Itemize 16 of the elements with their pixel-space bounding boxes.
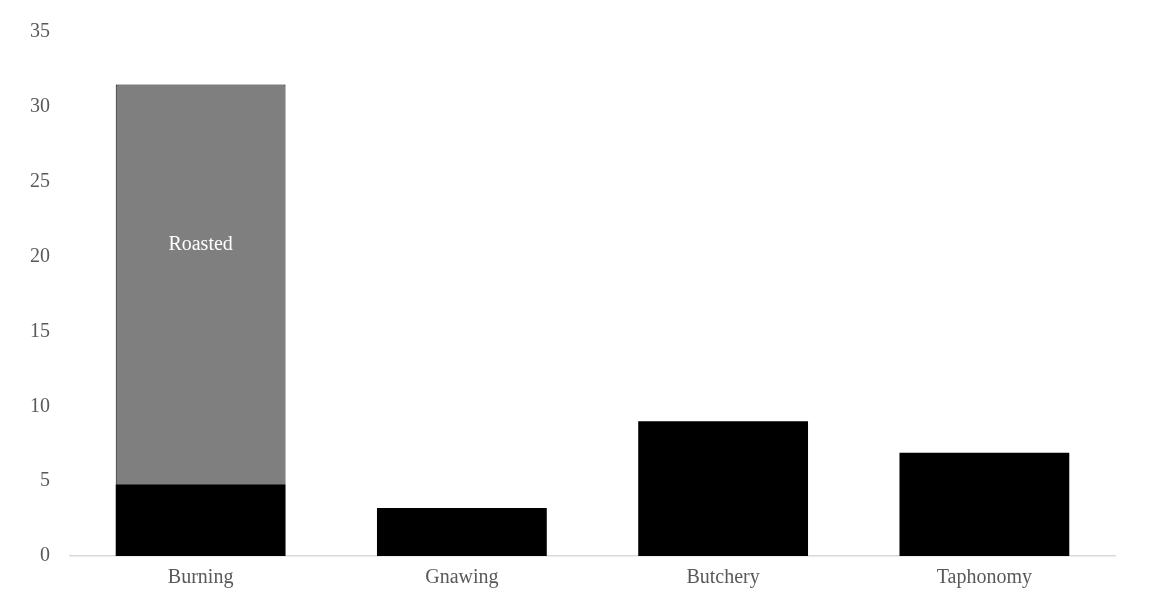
x-tick-label: Taphonomy [936, 565, 1033, 589]
y-tick-label: 0 [40, 543, 50, 566]
x-tick-label: Butchery [686, 565, 760, 589]
y-tick-label: 35 [30, 19, 50, 42]
y-tick-label: 20 [30, 243, 50, 266]
y-tick-label: 5 [40, 468, 50, 491]
y-tick-label: 10 [30, 393, 50, 416]
bar [638, 421, 809, 556]
y-tick-label: 30 [30, 94, 50, 117]
y-tick-label: 25 [30, 168, 50, 191]
x-tick-label: Burning [167, 565, 234, 589]
bar [899, 452, 1070, 556]
bar [376, 508, 547, 556]
series-label: Roasted [168, 231, 233, 254]
y-tick-label: 15 [30, 318, 50, 341]
x-tick-label: Gnawing [425, 565, 499, 589]
